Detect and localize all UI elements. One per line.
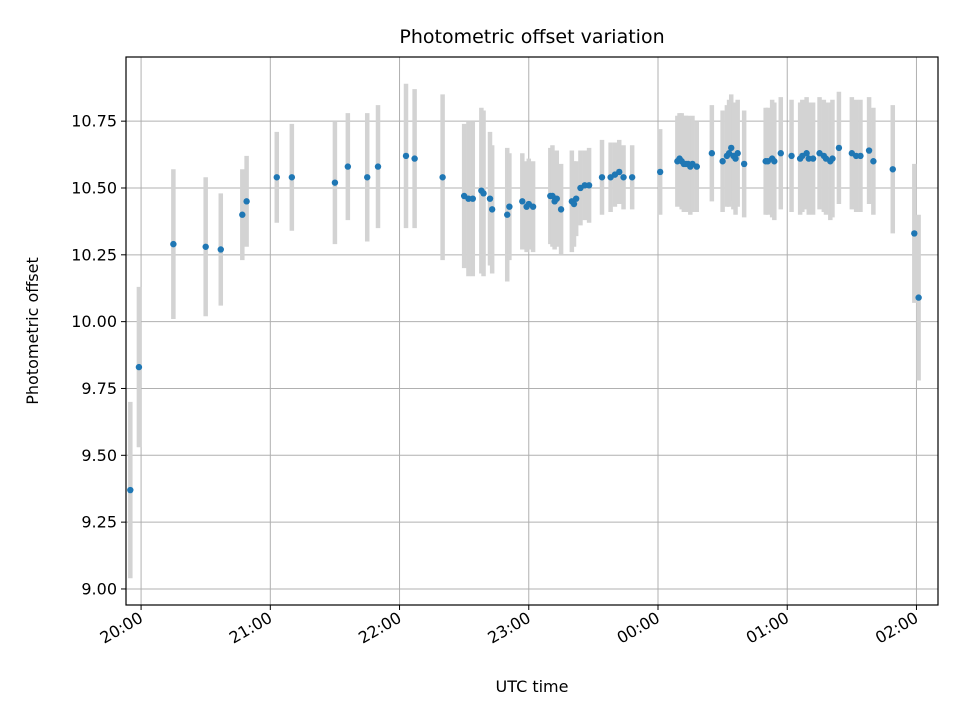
y-tick-label: 9.50: [81, 446, 117, 465]
data-point: [480, 190, 487, 197]
data-point: [835, 144, 843, 152]
data-point: [708, 150, 716, 157]
data-point: [506, 203, 513, 210]
data-point: [788, 152, 795, 160]
data-point: [829, 155, 836, 162]
data-point: [170, 240, 177, 248]
data-point: [809, 155, 817, 162]
data-point: [734, 150, 741, 157]
data-point: [870, 158, 877, 165]
data-point: [374, 163, 382, 170]
chart-title: Photometric offset variation: [399, 26, 664, 48]
data-points: [127, 144, 922, 494]
data-point: [488, 206, 496, 213]
data-point: [777, 150, 784, 157]
data-point: [402, 152, 410, 160]
data-point: [620, 174, 627, 181]
data-point: [740, 160, 748, 168]
data-point: [364, 174, 371, 181]
y-tick-label: 10.75: [71, 112, 117, 131]
data-point: [344, 163, 352, 170]
y-tick-label: 10.00: [71, 312, 117, 331]
data-point: [553, 195, 560, 202]
y-axis-label: Photometric offset: [23, 257, 42, 405]
data-point: [331, 179, 339, 186]
data-point: [243, 198, 250, 205]
data-point: [239, 211, 246, 218]
data-point: [803, 150, 810, 157]
data-point: [732, 155, 739, 162]
data-point: [656, 168, 664, 176]
data-point: [439, 174, 446, 181]
data-point: [585, 182, 593, 189]
y-tick-label: 9.75: [81, 379, 117, 398]
data-point: [529, 203, 537, 210]
data-point: [570, 200, 578, 208]
y-tick-label: 10.25: [71, 245, 117, 264]
data-point: [288, 174, 296, 181]
data-point: [865, 147, 873, 154]
data-point: [411, 155, 418, 162]
data-point: [273, 174, 280, 181]
data-point: [519, 198, 526, 205]
x-axis-label: UTC time: [496, 677, 569, 696]
data-point: [616, 168, 623, 176]
data-point: [572, 195, 580, 202]
data-point: [915, 294, 922, 301]
data-point: [911, 230, 918, 237]
data-point: [469, 195, 476, 202]
data-point: [557, 206, 565, 213]
data-point: [889, 166, 896, 173]
data-point: [217, 246, 224, 253]
data-point: [504, 211, 511, 218]
data-point: [719, 158, 726, 165]
data-point: [598, 174, 606, 181]
data-point: [693, 163, 700, 170]
y-tick-label: 10.50: [71, 178, 117, 197]
data-point: [728, 144, 735, 152]
y-tick-label: 9.25: [81, 513, 117, 532]
data-point: [857, 152, 864, 160]
data-point: [628, 174, 636, 181]
y-tick-label: 9.00: [81, 579, 117, 598]
data-point: [202, 243, 209, 250]
data-point: [127, 486, 134, 494]
plot-frame: [125, 56, 939, 606]
y-axis-ticks: 9.00 9.25 9.50 9.75 10.00 10.25 10.50 10.75: [71, 112, 126, 598]
data-point: [771, 158, 778, 165]
data-point: [135, 363, 143, 371]
data-point: [486, 195, 494, 202]
